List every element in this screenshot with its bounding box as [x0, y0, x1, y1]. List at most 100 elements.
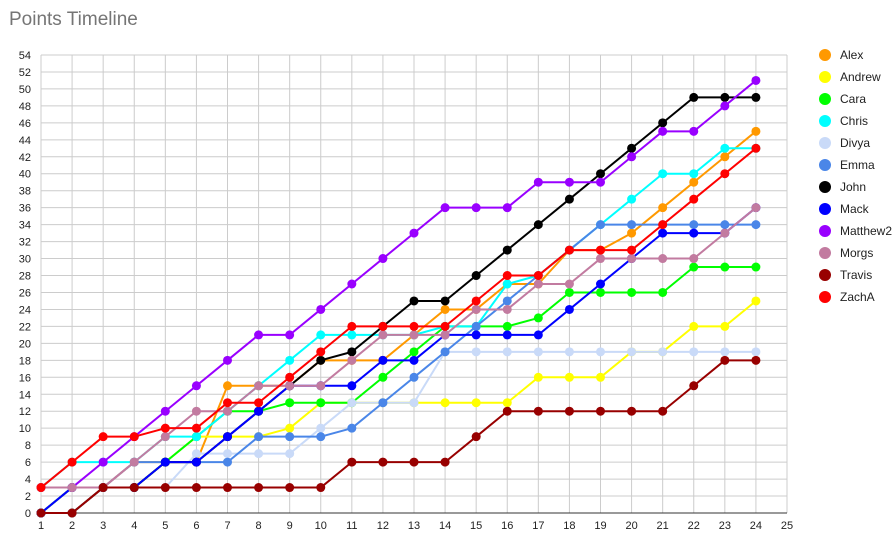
data-point — [689, 169, 699, 179]
data-point — [160, 432, 170, 442]
y-tick-label: 42 — [19, 152, 31, 164]
y-tick-label: 38 — [19, 186, 31, 198]
x-tick-label: 24 — [750, 520, 762, 532]
data-point — [627, 143, 637, 153]
data-point — [316, 304, 326, 314]
data-point — [347, 423, 357, 433]
data-point — [347, 347, 357, 357]
series-divya — [36, 347, 761, 518]
data-point — [596, 279, 605, 289]
y-tick-label: 44 — [19, 135, 31, 147]
data-point — [502, 304, 512, 314]
y-tick-label: 8 — [25, 440, 31, 452]
x-tick-label: 18 — [563, 520, 575, 532]
x-tick-label: 22 — [688, 520, 700, 532]
data-point — [471, 347, 481, 357]
data-point — [658, 126, 668, 136]
data-point — [471, 330, 481, 340]
data-point — [533, 177, 543, 187]
data-point — [285, 449, 295, 459]
chart-title: Points Timeline — [9, 9, 138, 30]
legend-item: Travis — [819, 268, 872, 282]
data-point — [627, 347, 637, 357]
data-point — [160, 406, 170, 416]
data-point — [596, 169, 605, 179]
legend-label: Chris — [840, 114, 868, 128]
data-point — [98, 457, 108, 467]
series-travis — [36, 355, 761, 518]
data-point — [596, 287, 605, 297]
data-point — [347, 381, 357, 391]
data-point — [254, 432, 264, 442]
data-point — [285, 398, 295, 408]
x-tick-label: 14 — [439, 520, 451, 532]
data-point — [191, 432, 201, 442]
y-tick-label: 18 — [19, 355, 31, 367]
data-point — [316, 423, 326, 433]
data-point — [627, 220, 637, 230]
legend-label: ZachA — [840, 290, 875, 304]
data-point — [191, 423, 201, 433]
legend-label: Cara — [840, 92, 866, 106]
data-point — [285, 423, 295, 433]
data-point — [223, 381, 232, 391]
data-point — [378, 254, 388, 264]
data-point — [409, 228, 419, 238]
legend-label: Matthew2 — [840, 224, 892, 238]
data-point — [223, 449, 232, 459]
legend-item: Divya — [819, 136, 870, 150]
data-point — [751, 126, 761, 136]
data-point — [440, 330, 450, 340]
data-point — [502, 296, 512, 306]
x-tick-label: 20 — [625, 520, 637, 532]
data-point — [689, 177, 699, 187]
data-point — [720, 143, 730, 153]
y-tick-label: 12 — [19, 406, 31, 418]
legend-label: John — [840, 180, 866, 194]
data-point — [533, 330, 543, 340]
data-point — [129, 457, 139, 467]
data-point — [347, 279, 357, 289]
data-point — [720, 262, 730, 272]
series-line — [41, 206, 757, 489]
data-point — [347, 457, 357, 467]
data-point — [440, 304, 450, 314]
data-point — [689, 220, 699, 230]
y-tick-label: 0 — [25, 508, 31, 520]
data-point — [285, 483, 295, 493]
data-point — [689, 254, 699, 264]
data-point — [191, 449, 201, 459]
data-point — [347, 321, 357, 331]
data-point — [564, 177, 574, 187]
x-tick-label: 23 — [719, 520, 731, 532]
data-point — [223, 483, 232, 493]
data-point — [596, 177, 605, 187]
data-point — [564, 279, 574, 289]
data-point — [627, 245, 637, 255]
data-point — [440, 203, 450, 213]
data-point — [596, 372, 605, 382]
data-point — [502, 347, 512, 357]
data-point — [378, 321, 388, 331]
series-emma — [36, 220, 761, 518]
data-point — [285, 330, 295, 340]
data-point — [440, 398, 450, 408]
data-point — [160, 423, 170, 433]
data-point — [533, 220, 543, 230]
legend-marker — [819, 137, 831, 149]
legend-marker — [819, 225, 831, 237]
x-tick-label: 5 — [162, 520, 168, 532]
x-tick-label: 2 — [69, 520, 75, 532]
legend-item: ZachA — [819, 290, 875, 304]
data-point — [471, 271, 481, 281]
y-tick-label: 2 — [25, 491, 31, 503]
data-point — [378, 398, 388, 408]
data-point — [191, 381, 201, 391]
data-point — [409, 372, 419, 382]
data-point — [316, 347, 326, 357]
data-point — [751, 75, 761, 85]
y-tick-label: 50 — [19, 84, 31, 96]
data-point — [689, 347, 699, 357]
chart-gridlines — [40, 54, 788, 514]
x-tick-label: 11 — [346, 520, 357, 532]
